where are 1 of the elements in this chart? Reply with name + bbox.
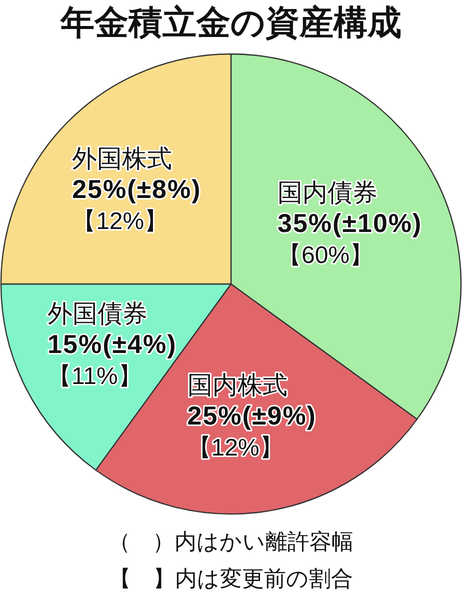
title: 年金積立金の資産構成 (60, 4, 402, 42)
